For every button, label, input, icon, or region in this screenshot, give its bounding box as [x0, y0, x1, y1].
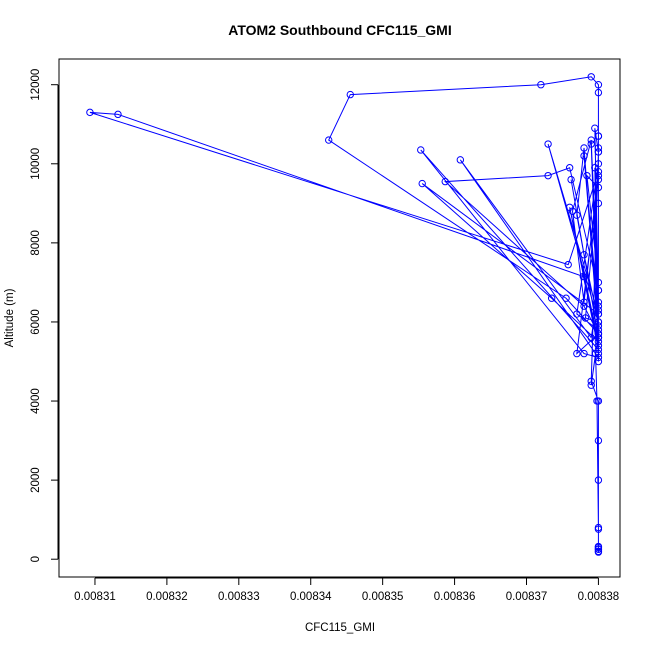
data-point: [565, 164, 574, 172]
data-point: [594, 543, 603, 552]
data-point: [594, 436, 603, 445]
y-tick-label: 0: [30, 556, 42, 562]
data-point: [594, 199, 603, 208]
data-point: [594, 523, 603, 532]
data-point: [594, 345, 603, 354]
x-axis-label: CFC115_GMI: [305, 622, 375, 634]
data-point: [594, 298, 603, 306]
data-point: [544, 140, 552, 148]
data-point: [418, 179, 426, 188]
x-tick-label: 0.00838: [578, 591, 620, 603]
data-point: [594, 167, 603, 176]
y-tick-label: 2000: [30, 467, 42, 493]
data-point: [594, 397, 603, 405]
series-layer: [86, 73, 603, 556]
chart-title: ATOM2 Southbound CFC115_GMI: [228, 22, 452, 38]
x-tick-label: 0.00835: [362, 591, 404, 603]
data-point: [587, 334, 595, 342]
data-point: [580, 251, 588, 259]
data-point: [594, 341, 603, 350]
data-point: [594, 132, 603, 140]
data-point: [594, 81, 603, 89]
x-tick-label: 0.00836: [434, 591, 476, 603]
data-point: [417, 146, 425, 154]
data-point: [573, 310, 581, 318]
data-point: [583, 171, 591, 180]
data-point: [594, 338, 603, 346]
data-point: [580, 349, 588, 358]
data-point: [594, 318, 603, 326]
data-point: [86, 108, 94, 117]
y-axis: 0 2000 4000 6000 8000 10000 12000: [30, 69, 59, 562]
y-tick-label: 10000: [30, 148, 42, 180]
data-point: [568, 207, 577, 215]
data-point: [441, 177, 449, 186]
data-point: [591, 124, 599, 132]
data-point: [579, 272, 588, 281]
data-point: [325, 136, 333, 144]
data-point: [544, 171, 552, 180]
data-point: [456, 156, 465, 164]
data-point: [594, 357, 603, 366]
data-point: [562, 294, 570, 302]
data-point: [580, 302, 588, 310]
data-point: [594, 330, 603, 338]
data-point: [567, 175, 575, 184]
data-point: [594, 302, 603, 310]
x-tick-label: 0.00834: [290, 591, 332, 603]
data-point: [587, 377, 595, 385]
data-point: [547, 294, 556, 302]
data-point: [594, 353, 603, 362]
x-tick-label: 0.00837: [506, 591, 548, 603]
data-point: [594, 278, 603, 287]
y-tick-label: 8000: [30, 230, 42, 256]
data-point: [594, 171, 603, 180]
data-point: [594, 148, 603, 156]
data-point: [587, 381, 595, 389]
data-point: [587, 136, 595, 144]
data-point: [346, 90, 354, 99]
plot-frame: [58, 58, 621, 578]
data-point: [594, 310, 603, 318]
x-tick-label: 0.00833: [218, 591, 260, 603]
data-point: [587, 140, 595, 148]
data-point: [594, 183, 603, 192]
data-point: [594, 349, 603, 358]
data-point: [594, 175, 603, 184]
data-point: [114, 110, 122, 119]
data-point: [594, 548, 603, 556]
data-point: [573, 349, 581, 358]
y-tick-label: 12000: [30, 69, 42, 101]
data-point: [537, 81, 545, 89]
data-point: [594, 545, 603, 554]
data-point: [580, 144, 588, 152]
data-point: [594, 286, 603, 295]
data-point: [594, 88, 603, 97]
data-point: [564, 260, 572, 269]
data-point: [594, 306, 603, 314]
y-tick-label: 4000: [30, 388, 42, 414]
x-axis: 0.00831 0.00832 0.00833 0.00834 0.00835 0.008…: [74, 577, 620, 603]
data-point: [581, 314, 590, 322]
data-point: [594, 160, 603, 168]
y-axis-label: Altitude (m): [4, 288, 16, 347]
data-point: [594, 144, 603, 152]
data-point: [580, 298, 588, 306]
data-point: [594, 322, 603, 330]
x-tick-label: 0.00831: [74, 591, 116, 603]
data-point: [573, 211, 581, 219]
data-point: [594, 476, 603, 484]
data-point: [594, 326, 603, 334]
x-tick-label: 0.00832: [146, 591, 188, 603]
y-tick-label: 6000: [30, 309, 42, 335]
data-point: [587, 73, 595, 81]
data-point: [594, 334, 603, 342]
data-point: [580, 152, 588, 160]
